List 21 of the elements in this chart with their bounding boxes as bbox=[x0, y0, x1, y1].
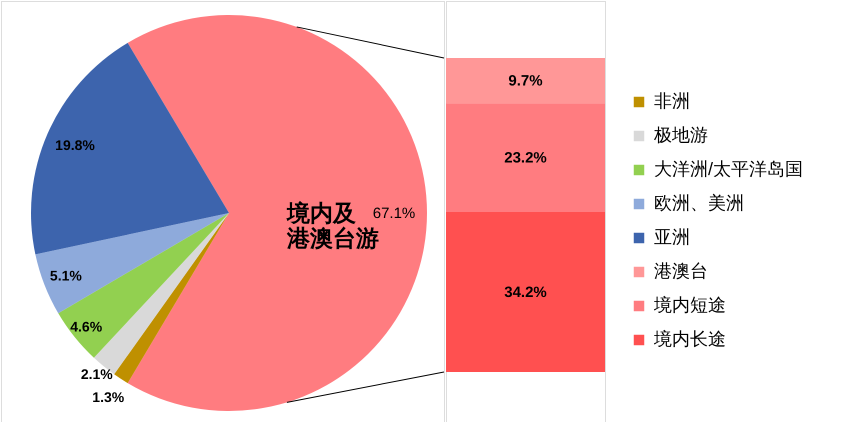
data-label: 5.1% bbox=[50, 267, 82, 284]
legend-label: 极地游 bbox=[653, 125, 708, 145]
legend-label: 大洋洲/太平洋岛国 bbox=[654, 159, 804, 179]
legend-label: 非洲 bbox=[654, 91, 690, 111]
data-label: 1.3% bbox=[92, 389, 125, 406]
legend-label: 欧洲、美洲 bbox=[654, 193, 744, 213]
legend-label: 境内长途 bbox=[653, 329, 726, 349]
data-label: 67.1% bbox=[372, 205, 416, 222]
data-label: 2.1% bbox=[80, 366, 114, 382]
pie-slice bbox=[114, 213, 229, 384]
data-label: 19.8% bbox=[55, 136, 96, 153]
text: 境内短途 bbox=[653, 295, 726, 315]
data-label: 4.6% bbox=[70, 318, 103, 334]
legend-label: 港澳台 bbox=[654, 261, 708, 281]
data-label: 23.2% bbox=[504, 150, 547, 167]
legend-label: 亚洲 bbox=[654, 227, 690, 247]
pie-slice bbox=[128, 15, 427, 411]
pie-slice bbox=[31, 42, 229, 254]
data-label: 9.7% bbox=[508, 72, 543, 90]
pie-slice bbox=[35, 213, 229, 314]
data-label: 34.2% bbox=[504, 284, 547, 301]
